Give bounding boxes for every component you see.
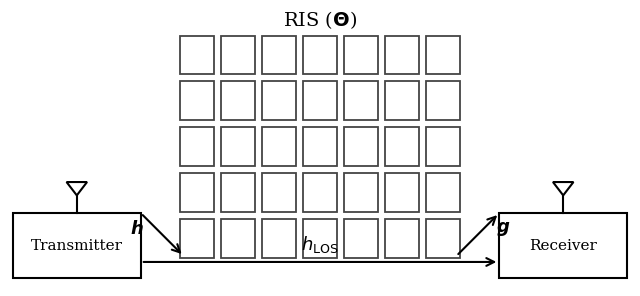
Bar (262, 36, 296, 74)
Text: $\boldsymbol{g}$: $\boldsymbol{g}$ (496, 220, 511, 238)
Text: $h_{\mathrm{LOS}}$: $h_{\mathrm{LOS}}$ (301, 234, 339, 255)
Polygon shape (67, 182, 87, 195)
Bar (180, 219, 214, 258)
Bar (180, 81, 214, 120)
Bar (344, 173, 378, 212)
Bar (180, 173, 214, 212)
Bar (344, 36, 378, 74)
Bar (303, 173, 337, 212)
Bar (221, 173, 255, 212)
Bar (385, 127, 419, 166)
Bar (426, 81, 460, 120)
Bar (180, 127, 214, 166)
Bar (385, 173, 419, 212)
Bar (221, 127, 255, 166)
Bar (221, 36, 255, 74)
Bar (426, 36, 460, 74)
Bar (262, 127, 296, 166)
Bar (344, 219, 378, 258)
Bar (303, 127, 337, 166)
Text: Receiver: Receiver (529, 239, 597, 253)
Bar (262, 81, 296, 120)
Bar (426, 173, 460, 212)
Bar (303, 219, 337, 258)
Bar (262, 173, 296, 212)
Bar (385, 36, 419, 74)
Bar (426, 219, 460, 258)
Bar (221, 81, 255, 120)
Bar (303, 81, 337, 120)
Bar (344, 127, 378, 166)
Bar (303, 36, 337, 74)
Bar (385, 81, 419, 120)
Bar (180, 36, 214, 74)
Bar (13, 213, 141, 278)
Bar (426, 127, 460, 166)
Text: $\boldsymbol{h}$: $\boldsymbol{h}$ (130, 220, 143, 238)
Bar (262, 219, 296, 258)
Text: RIS ($\boldsymbol{\Theta}$): RIS ($\boldsymbol{\Theta}$) (283, 9, 357, 31)
Text: Transmitter: Transmitter (31, 239, 123, 253)
Bar (385, 219, 419, 258)
Bar (499, 213, 627, 278)
Bar (344, 81, 378, 120)
Polygon shape (553, 182, 573, 195)
Bar (221, 219, 255, 258)
